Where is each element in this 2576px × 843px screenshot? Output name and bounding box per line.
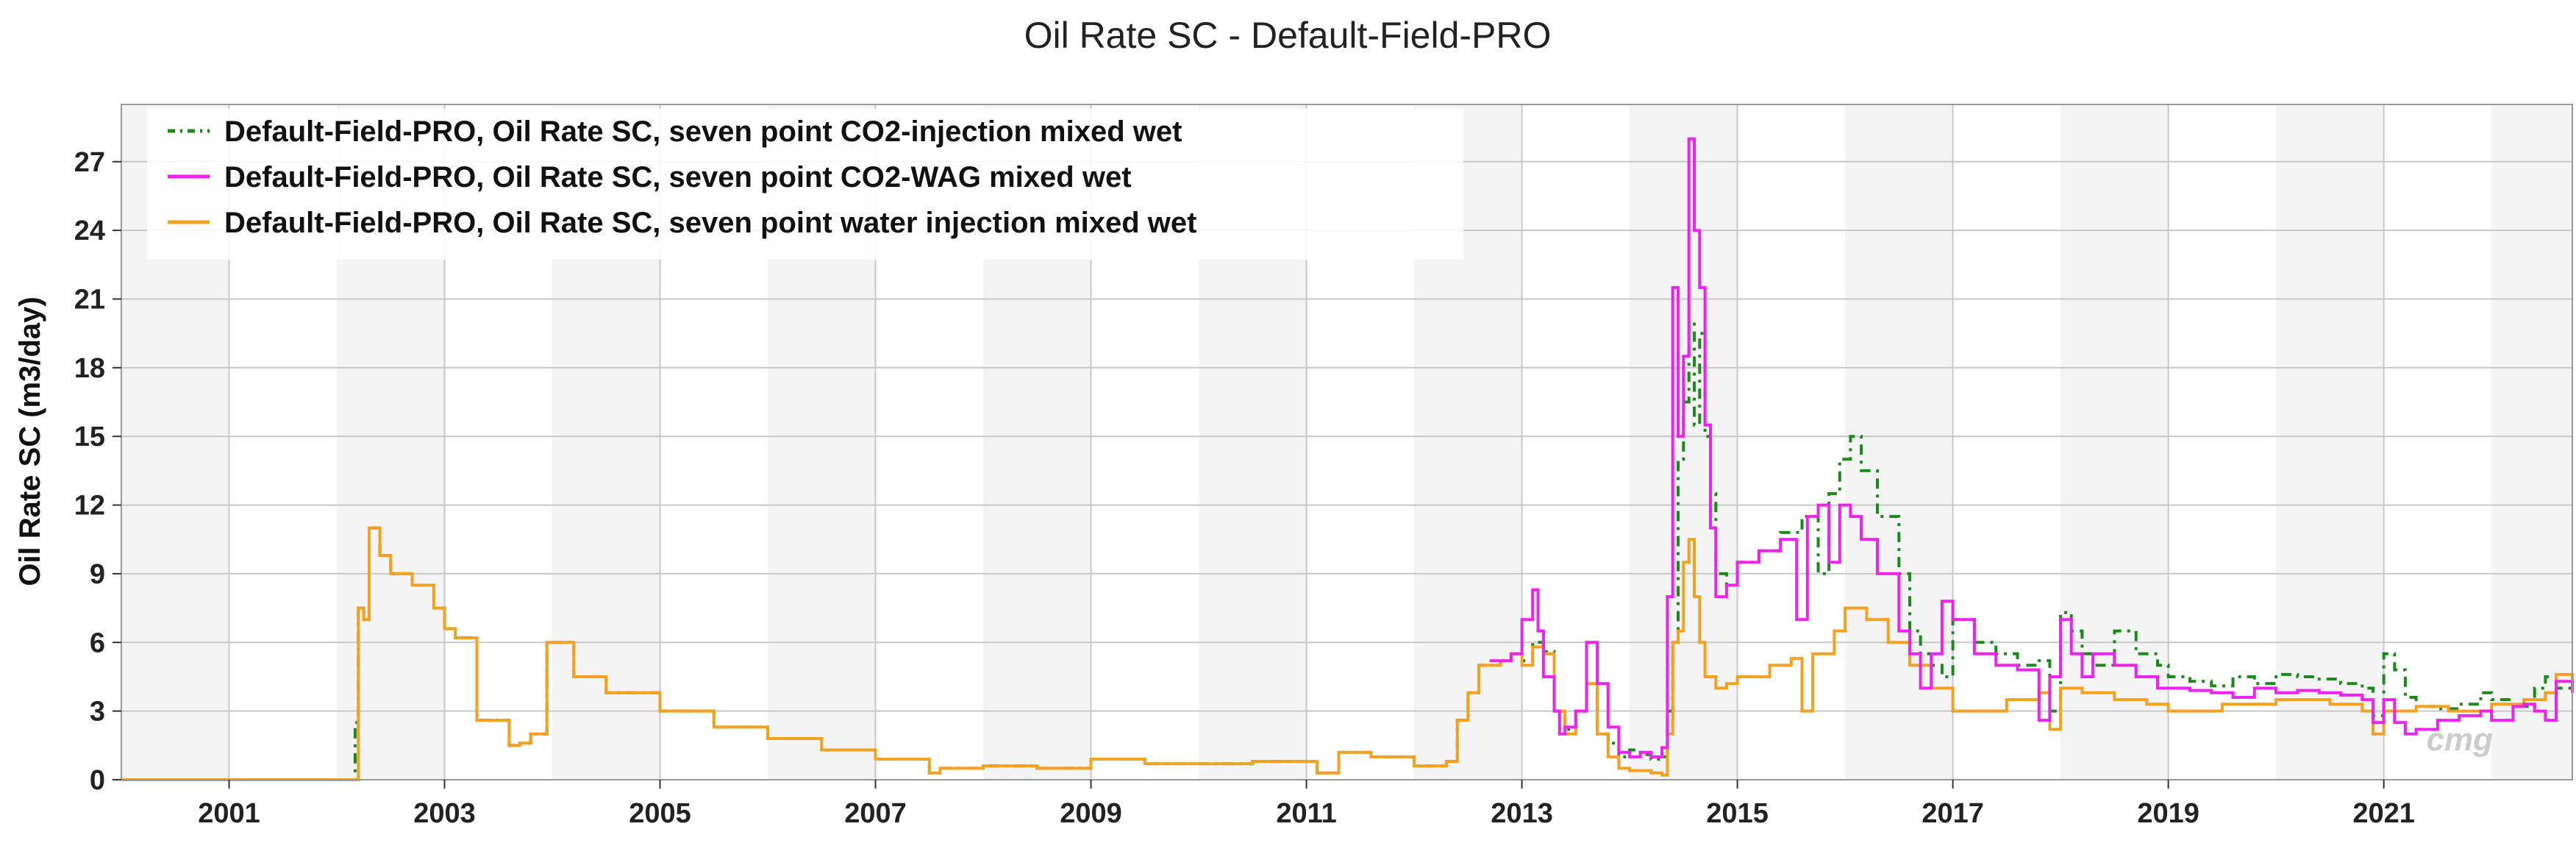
y-tick-label: 6	[90, 627, 105, 658]
y-axis: 0 3 6 9 12 15 18 21 24 27	[74, 147, 121, 796]
x-tick-label: 2011	[1276, 798, 1336, 829]
year-band	[2061, 104, 2169, 780]
year-band	[1737, 104, 1846, 780]
y-tick-label: 9	[90, 559, 105, 590]
x-tick-label: 2019	[2137, 798, 2199, 829]
x-tick-label: 2017	[1922, 798, 1984, 829]
series-layer	[121, 137, 2574, 781]
y-axis-label: Oil Rate SC (m3/day)	[14, 296, 46, 586]
year-band	[2491, 104, 2572, 780]
x-axis: 2001 2003 2005 2007 2009 2011 2013 2015 2017 2019…	[198, 780, 2415, 829]
series-line-2	[1489, 137, 2574, 758]
x-tick-label: 2021	[2352, 798, 2415, 829]
year-band	[2168, 104, 2277, 780]
y-tick-label: 3	[90, 697, 105, 728]
y-tick-label: 15	[74, 422, 105, 452]
year-band	[1952, 104, 2061, 780]
plot-frame	[121, 104, 2573, 780]
legend-label: Default-Field-PRO, Oil Rate SC, seven po…	[224, 115, 1182, 148]
year-band	[1521, 104, 1630, 780]
year-band	[2276, 104, 2384, 780]
legend-label: Default-Field-PRO, Oil Rate SC, seven po…	[224, 161, 1132, 193]
y-tick-label: 0	[90, 765, 105, 796]
series-line-3	[121, 526, 2574, 781]
x-tick-label: 2003	[413, 798, 476, 829]
x-tick-label: 2007	[844, 798, 907, 829]
legend: Default-Field-PRO, Oil Rate SC, seven po…	[147, 109, 1463, 260]
x-tick-label: 2015	[1706, 798, 1769, 829]
watermark-logo: cmg	[2427, 722, 2494, 758]
y-tick-label: 21	[74, 285, 105, 316]
year-band	[1845, 104, 1953, 780]
y-tick-label: 27	[74, 147, 105, 178]
legend-box	[147, 109, 1463, 260]
chart-title: Oil Rate SC - Default-Field-PRO	[1024, 15, 1552, 56]
x-tick-label: 2013	[1491, 798, 1553, 829]
x-tick-label: 2005	[629, 798, 691, 829]
legend-label: Default-Field-PRO, Oil Rate SC, seven po…	[224, 207, 1196, 239]
x-tick-label: 2009	[1060, 798, 1122, 829]
year-band	[2383, 104, 2492, 780]
y-tick-label: 18	[74, 353, 105, 384]
x-tick-label: 2001	[198, 798, 260, 829]
y-tick-label: 24	[74, 216, 105, 246]
y-tick-label: 12	[74, 491, 105, 522]
